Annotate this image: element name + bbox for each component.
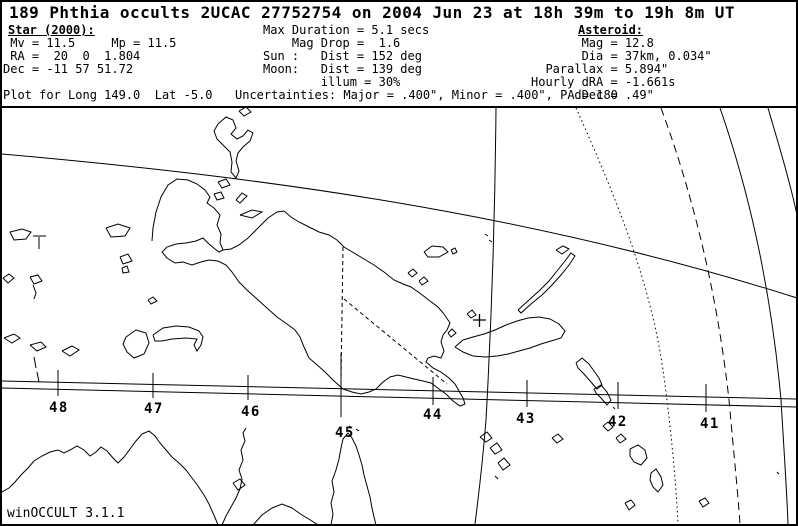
- tick-label-42: 42: [608, 414, 628, 430]
- coastline-obi: [105, 223, 131, 238]
- coastline-small-island: [29, 274, 43, 300]
- tick-label-41: 41: [700, 416, 720, 432]
- solid-limit-curve-2: [767, 108, 796, 213]
- coastline-arnhem-land: [2, 430, 219, 524]
- coastlines: [2, 108, 780, 524]
- coastline-gulf-carpentaria-west: [221, 427, 247, 524]
- time-tick-labels: 48 47 46 45 44 43 42 41: [49, 400, 720, 441]
- event-data-block: Max Duration = 5.1 secs Mag Drop = 1.6 S…: [263, 23, 430, 89]
- coastline-small-island: [121, 265, 130, 274]
- coastline-dentrecasteaux: [479, 431, 511, 480]
- coastline-groote-eylandt: [232, 478, 246, 491]
- coastline-small-island: [213, 191, 225, 201]
- coastline-small-island: [33, 235, 46, 249]
- coastline-morotai: [238, 108, 252, 117]
- time-tick-marks: [57, 353, 707, 417]
- coastline-karkar: [407, 268, 429, 286]
- coastline-torres-islets: [348, 425, 360, 432]
- coastline-biak: [235, 192, 248, 204]
- asteroid-data-block: Mag = 12.8 Dia = 37km, 0.034" Parallax =…: [531, 36, 712, 102]
- coastline-small-island: [119, 253, 133, 265]
- coastline-halmahera: [213, 116, 254, 179]
- coastline-cape-york: [330, 432, 377, 524]
- star-data-block: Mv = 11.5 Mp = 11.5 RA = 20 0 1.804 Dec …: [3, 36, 177, 76]
- path-north-limit: [2, 380, 796, 400]
- occultation-path: [2, 380, 796, 408]
- coastline-small-island: [29, 341, 47, 383]
- coastline-gulf-carpentaria-south: [253, 503, 318, 524]
- png-border-dashed: [340, 246, 448, 385]
- tick-label-47: 47: [144, 401, 164, 417]
- version-label: winOCCULT 3.1.1: [7, 506, 124, 521]
- coastline-small-island: [3, 333, 21, 344]
- title-line: 189 Phthia occults 2UCAC 27752754 on 200…: [9, 3, 735, 22]
- path-south-limit: [2, 387, 796, 408]
- meridian-line: [474, 108, 497, 524]
- coastline-new-britain: [447, 309, 566, 358]
- tick-label-44: 44: [423, 407, 443, 423]
- visibility-limit-curve: [2, 153, 796, 299]
- tick-label-45: 45: [335, 425, 355, 441]
- tick-label-46: 46: [241, 404, 261, 420]
- coastline-solomons: [551, 421, 780, 511]
- asteroid-heading: Asteroid:: [578, 23, 644, 37]
- plot-location-line: Plot for Long 149.0 Lat -5.0: [3, 88, 213, 102]
- coastline-tanimbar: [61, 345, 80, 357]
- star-heading: Star (2000):: [8, 23, 95, 37]
- site-marker-cross: [473, 314, 486, 327]
- uncertainties-line: Uncertainties: Major = .400", Minor = .4…: [235, 88, 618, 102]
- coastline-seram: [152, 325, 204, 352]
- coastline-small-island: [2, 273, 15, 284]
- solid-limit-curve-1: [719, 108, 789, 524]
- coastline-small-island: [217, 178, 231, 189]
- coastline-new-guinea: [151, 178, 466, 407]
- coastline-kai: [147, 296, 158, 305]
- coastline-buru: [122, 329, 150, 359]
- tick-label-43: 43: [516, 411, 536, 427]
- coastline-bougainville: [575, 357, 616, 410]
- coastline-manus: [423, 245, 458, 258]
- tick-label-48: 48: [49, 400, 69, 416]
- coastline-sula: [9, 228, 32, 241]
- dotted-limit-curve: [575, 108, 679, 524]
- coastline-yapen: [239, 209, 264, 219]
- coastline-new-ireland: [517, 245, 576, 314]
- coastline-islet-dots: [484, 233, 493, 243]
- dashed-limit-curve: [660, 108, 741, 524]
